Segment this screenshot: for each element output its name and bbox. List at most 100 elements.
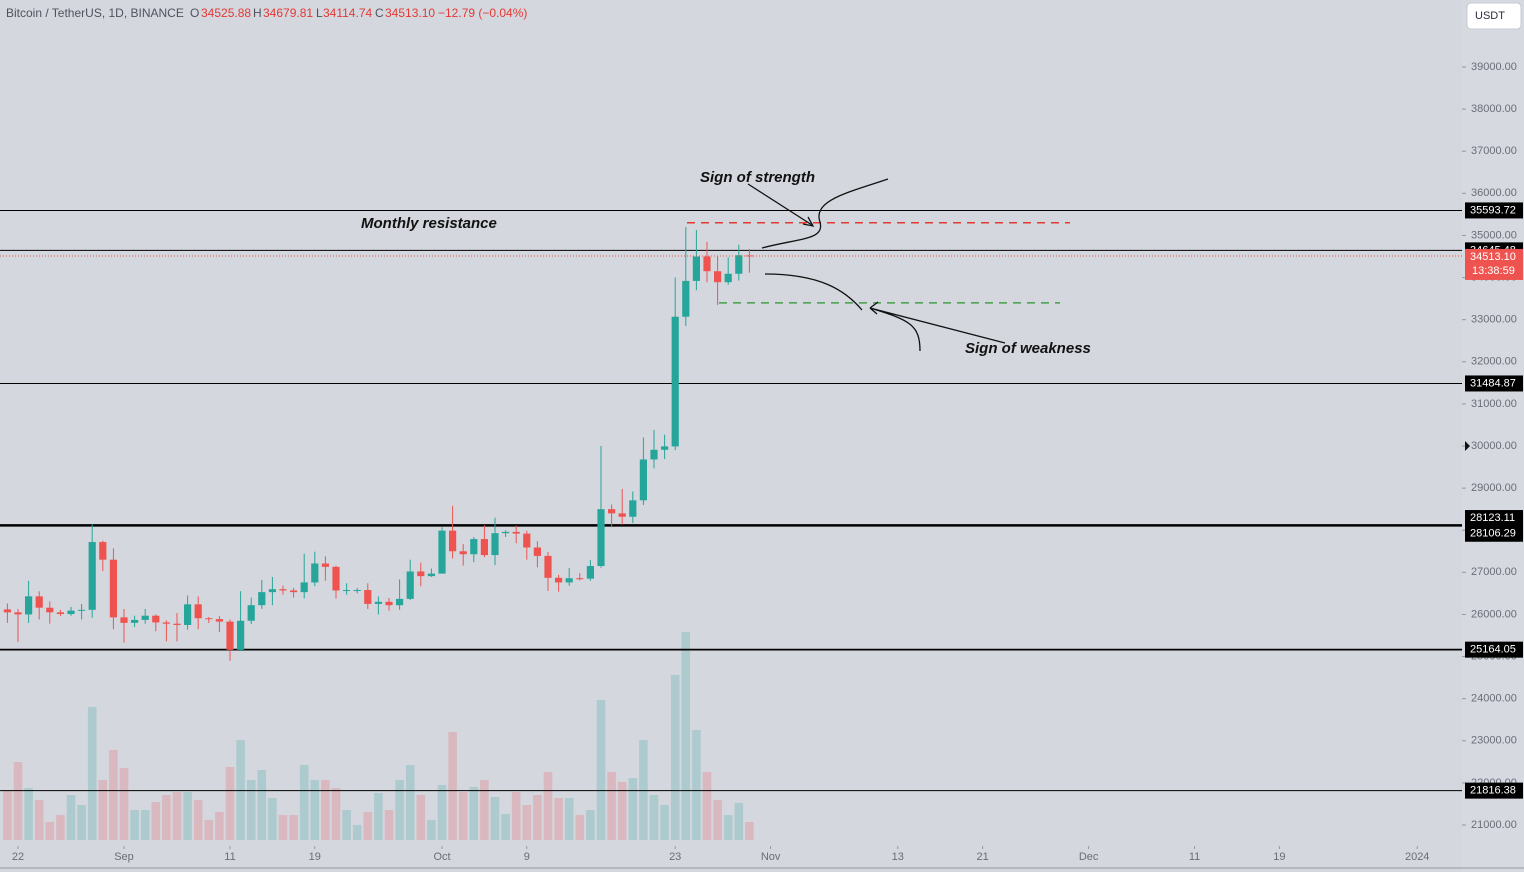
candle-body (629, 500, 637, 517)
y-tick-label: 27000.00 (1471, 566, 1517, 578)
candle-body (131, 619, 139, 623)
candle-body (438, 530, 446, 574)
volume-bar (511, 792, 521, 840)
candle-body (78, 609, 86, 611)
x-tick-label: Dec (1079, 851, 1099, 863)
volume-bar (564, 798, 574, 840)
ohlc-value: 34679.81 (263, 6, 313, 20)
candle-body (427, 573, 435, 577)
arrow (747, 183, 815, 227)
candle-body (385, 601, 393, 606)
candle-body (555, 577, 563, 583)
currency[interactable]: USDT (1475, 10, 1505, 22)
candle-body (523, 533, 531, 548)
volume-bar (215, 812, 224, 840)
ohlc-value: 34525.88 (201, 6, 251, 20)
candle-body (311, 563, 319, 583)
volume-bar (458, 792, 468, 840)
annotation: Sign of strength (700, 169, 815, 186)
volume-bar (183, 792, 192, 840)
arrow (764, 273, 863, 311)
y-tick-label: 24000.00 (1471, 693, 1517, 705)
candle-body (46, 607, 54, 613)
candle-body (152, 615, 160, 623)
candle-body (639, 459, 647, 501)
candle-body (586, 566, 594, 579)
candle-body (332, 566, 340, 591)
candle-body (300, 582, 308, 593)
volume-bar (66, 795, 76, 840)
volume-bar (660, 805, 669, 840)
volume-bar (331, 788, 341, 840)
candle-body (120, 617, 128, 623)
candle-body (184, 604, 192, 625)
price-layer: 21000.0022000.0023000.0024000.0025000.00… (0, 61, 1523, 863)
x-tick-label: 2024 (1405, 851, 1429, 863)
y-tick-label: 31000.00 (1471, 398, 1517, 410)
candle-body (661, 446, 669, 450)
candle-body (491, 533, 499, 556)
volume-bar (554, 798, 563, 840)
change: −12.79 (−0.04%) (438, 6, 527, 20)
candle-body (25, 596, 33, 615)
volume-bar (45, 822, 55, 840)
level-label: 28106.29 (1470, 528, 1516, 540)
volume-bar (24, 788, 33, 840)
volume-bar (3, 790, 12, 840)
volume-bar (278, 815, 288, 840)
x-tick-label: Oct (433, 851, 450, 863)
candle-body (544, 555, 552, 578)
level-label: 31484.87 (1470, 377, 1516, 389)
candle-body (56, 612, 64, 615)
candle-body (215, 619, 223, 622)
price-axis (1462, 0, 1524, 872)
candle-body (724, 273, 732, 283)
countdown: 13:38:59 (1472, 265, 1515, 277)
volume-bar (405, 765, 415, 840)
volume-bar (692, 730, 701, 840)
volume-bar (172, 792, 182, 840)
level-label-box (1465, 375, 1523, 392)
volume-bar (628, 778, 638, 840)
volume-bar (480, 780, 489, 840)
candle-body (618, 513, 626, 517)
currency-button[interactable] (1466, 2, 1522, 30)
volume-bar (34, 800, 44, 840)
volume-bar (596, 700, 606, 840)
volume-bar (193, 800, 203, 840)
volume-bar (723, 815, 733, 840)
volume-bar (681, 632, 691, 840)
candle-body (671, 316, 679, 447)
volume-bar (617, 782, 627, 840)
ohlc-key: O (190, 6, 199, 20)
volume-bar (119, 768, 129, 840)
candle-body (374, 601, 382, 604)
candle-body (290, 590, 298, 593)
candle-body (565, 578, 573, 583)
candle-body (502, 531, 510, 534)
volume-bar (87, 707, 97, 840)
drawing (761, 178, 889, 249)
ohlc-key: C (375, 6, 384, 20)
candle-body (608, 509, 616, 514)
x-tick-label: Nov (761, 851, 781, 863)
volume-bar (713, 800, 722, 840)
candle-body (533, 547, 541, 556)
candle-body (650, 449, 658, 460)
arrow (869, 301, 1006, 352)
candle-body (459, 551, 467, 555)
volume-bar (575, 815, 585, 840)
volume-bar (639, 740, 648, 840)
candle-body (321, 563, 329, 567)
candle-body (597, 509, 605, 567)
candle-body (406, 571, 414, 599)
candle-body (353, 590, 361, 592)
volume-bar (98, 780, 108, 840)
candle-body (279, 589, 287, 591)
candle-body (576, 578, 584, 580)
x-tick-label: Sep (114, 851, 134, 863)
volume-bar (257, 770, 267, 840)
volume-bar (130, 810, 139, 840)
y-tick-label: 38000.00 (1471, 103, 1517, 115)
candle-body (343, 590, 351, 592)
